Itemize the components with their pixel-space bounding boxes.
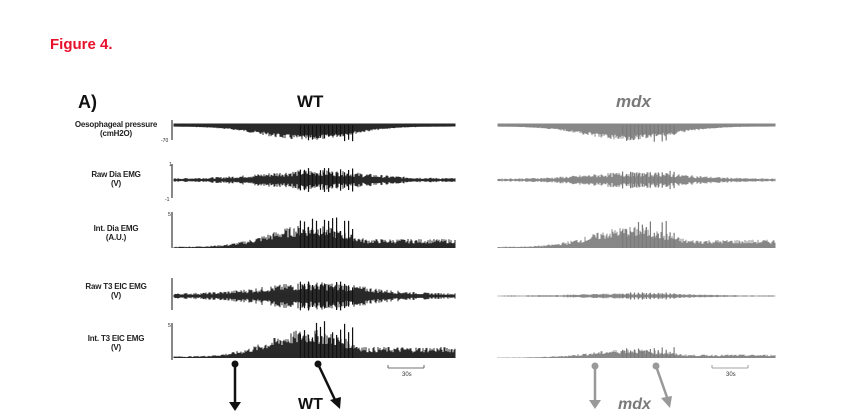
row-label-raw-t3-eic-emg: Raw T3 EIC EMG (V) [56,282,176,300]
mdx-scale-bar [711,365,749,369]
axis-tick-oesophageal-bottom: -70 [161,138,169,144]
row-label-line1: Oesophageal pressure [74,120,158,129]
mdx-group-label: mdx [616,92,651,111]
mdx-trace-raw-t3-eic-emg [497,292,776,300]
row-label-line2: (A.U.) [105,233,127,242]
wt-scale-bar [387,365,425,369]
row-label-line1: Int. Dia EMG [93,224,139,233]
axis-tick-raw-dia-bottom: -1 [165,197,170,203]
row-label-line1: Int. T3 EIC EMG [87,334,145,343]
wt-trace-int-dia-emg [173,217,456,248]
figure-title: Figure 4. [50,36,113,53]
row-label-int-dia-emg: Int. Dia EMG (A.U.) [56,224,176,242]
wt-trace-int-t3-eic-emg [173,321,456,358]
row-label-line2: (V) [110,179,122,188]
bottom-wt-label: WT [298,396,323,413]
axis-tick-raw-dia-top: 1 [169,162,172,168]
arrow-down-icon [229,402,241,411]
wt-group-label: WT [297,92,324,111]
arrow-down-icon [589,400,601,409]
wt-trace-oesophageal-pressure [173,123,456,142]
scale-bar-label-mdx: 30s [726,372,736,378]
mdx-trace-raw-dia-emg [497,170,776,190]
panel-label: A) [78,92,97,112]
scale-bar-label-wt: 30s [402,372,412,378]
arrow-diagonal-icon [330,397,341,409]
axis-tick-int-dia-top: 5 [168,212,171,218]
mdx-trace-group [497,123,776,358]
row-label-line1: Raw Dia EMG [91,170,141,179]
row-label-line2: (cmH2O) [100,129,132,138]
row-label-line2: (V) [110,343,122,352]
mdx-arrows [589,362,672,409]
axis-tick-int-t3-top: 5 [168,323,171,329]
mdx-trace-oesophageal-pressure [497,123,776,142]
row-label-oesophageal-pressure: Oesophageal pressure (cmH2O) [56,120,176,138]
mdx-trace-int-t3-eic-emg [497,347,776,358]
bottom-mdx-label: mdx [618,396,651,413]
wt-trace-raw-t3-eic-emg [173,281,456,311]
wt-arrows [229,360,341,411]
wt-trace-group [173,123,456,358]
row-label-line1: Raw T3 EIC EMG [85,282,147,291]
wt-trace-raw-dia-emg [173,168,456,192]
mdx-trace-int-dia-emg [497,221,776,248]
row-label-raw-dia-emg: Raw Dia EMG (V) [56,170,176,188]
arrow-diagonal-icon [661,396,672,408]
row-label-line2: (V) [110,291,122,300]
row-label-int-t3-eic-emg: Int. T3 EIC EMG (V) [56,334,176,352]
